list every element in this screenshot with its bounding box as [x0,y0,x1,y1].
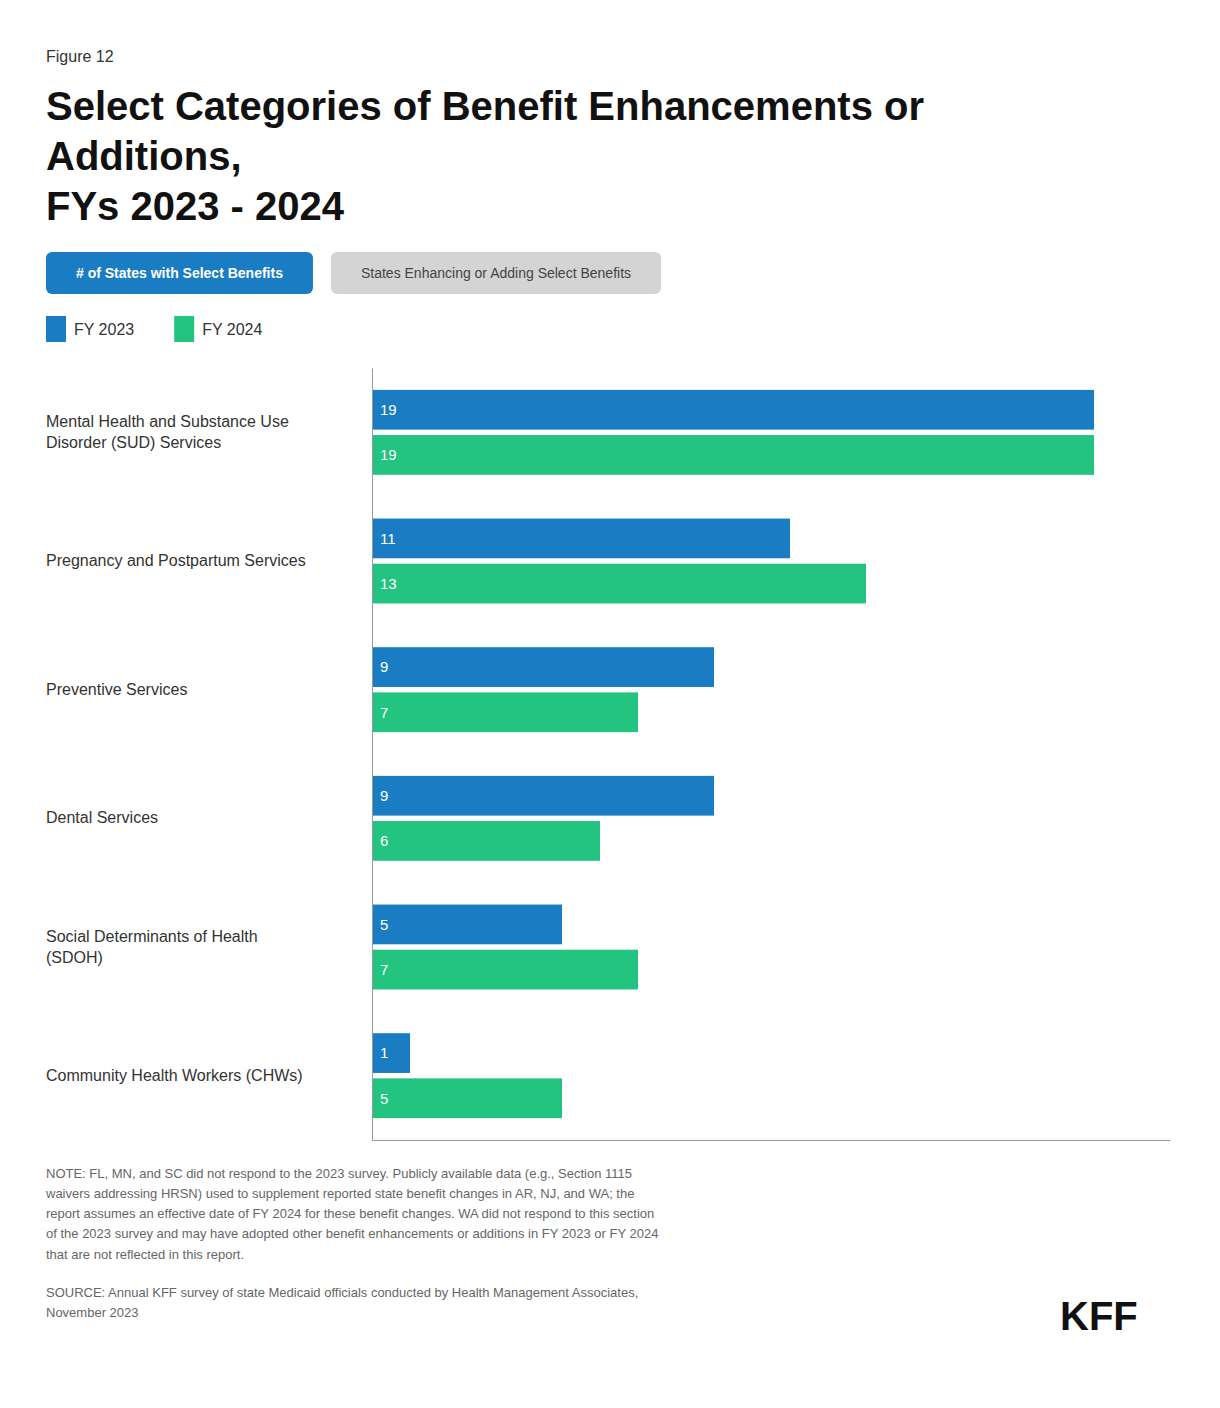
y-axis: Mental Health and Substance Use Disorder … [46,369,373,1141]
y-tick: Preventive Services [46,681,187,698]
badge: States Enhancing or Adding Select Benefi… [331,252,661,294]
bar [372,905,562,945]
x-axis [373,1140,1171,1141]
bar [372,1078,562,1118]
data-labels: 1911995119137675 [380,401,397,1107]
data-label: 19 [380,401,397,418]
data-label: 6 [380,832,388,849]
text-line: Additions, [46,134,242,178]
legend: FY 2023 FY 2024 [46,316,263,342]
y-tick: Social Determinants of Health (SDOH) [46,928,258,966]
x-axis-line [373,1140,1171,1141]
badge: # of States with Select Benefits [46,252,313,294]
badge-text: # of States with Select Benefits [76,265,283,281]
y-tick: Community Health Workers (CHWs) [46,1067,303,1084]
text-line: Social Determinants of Health [46,928,258,945]
text-line: Mental Health and Substance Use [46,413,289,430]
data-label: 1 [380,1044,388,1061]
text-line: FYs 2023 - 2024 [46,184,345,228]
legend-label: FY 2023 [74,321,134,338]
badge-text: States Enhancing or Adding Select Benefi… [361,265,631,281]
note: SOURCE: Annual KFF survey of state Medic… [46,1285,638,1320]
legend-item: FY 2024 [174,316,262,342]
y-tick-label: Community Health Workers (CHWs) [46,1067,303,1084]
data-label: 13 [380,575,397,592]
note: NOTE: FL, MN, and SC did not respond to … [45,1166,658,1262]
y-tick: Mental Health and Substance Use Disorder … [46,413,289,451]
bar [372,564,866,604]
data-label: 11 [380,530,396,547]
text-line: Select Categories of Benefit Enhancement… [46,84,924,128]
text-line: that are not reflected in this report. [46,1247,244,1262]
bar [372,821,600,861]
bars [372,390,1094,1118]
text-line: of the 2023 survey and may have adopted … [46,1226,658,1241]
bar [372,390,1094,430]
y-tick-label: Mental Health and Substance Use Disorder … [46,413,289,451]
text-line: NOTE: FL, MN, and SC did not respond to … [46,1166,632,1181]
text-line: SOURCE: Annual KFF survey of state Medic… [46,1285,638,1300]
bar [372,519,790,559]
data-label: 9 [380,787,388,804]
data-label: 7 [380,961,388,978]
text-line: Disorder (SUD) Services [46,434,221,451]
data-label: 19 [380,446,397,463]
text-line: Dental Services [46,809,158,826]
bar [372,647,714,687]
bar [372,1033,410,1073]
bar [372,776,714,816]
y-tick-label: Social Determinants of Health (SDOH) [46,928,258,966]
figure-label: Figure 12 [46,48,114,65]
text-line: November 2023 [46,1305,139,1320]
chart: Figure 12 Select Categories of Benefit En… [0,0,1220,1408]
badge-background [46,252,313,294]
text-line: Pregnancy and Postpartum Services [46,552,306,569]
text-line: (SDOH) [46,949,103,966]
y-tick-label: Preventive Services [46,681,187,698]
y-tick: Pregnancy and Postpartum Services [46,552,306,569]
data-label: 9 [380,658,388,675]
y-tick-label: Pregnancy and Postpartum Services [46,552,306,569]
legend-swatch [46,316,66,342]
legend-swatch [174,316,194,342]
text-line: Community Health Workers (CHWs) [46,1067,303,1084]
data-label: 5 [380,916,388,933]
text-line: waivers addressing HRSN) used to supplem… [45,1186,634,1201]
legend-item: FY 2023 [46,316,134,342]
badge-background [331,252,661,294]
logo: KFF [1060,1294,1138,1338]
text-line: report assumes an effective date of FY 2… [46,1206,654,1221]
legend-label: FY 2024 [202,321,262,338]
bar [372,435,1094,475]
title: Select Categories of Benefit Enhancement… [46,84,924,228]
y-axis-line [372,369,373,1141]
data-label: 7 [380,704,388,721]
data-label: 5 [380,1090,388,1107]
bar [372,950,638,990]
y-tick-label: Dental Services [46,809,158,826]
bar [372,692,638,732]
text-line: Preventive Services [46,681,187,698]
y-tick: Dental Services [46,809,158,826]
